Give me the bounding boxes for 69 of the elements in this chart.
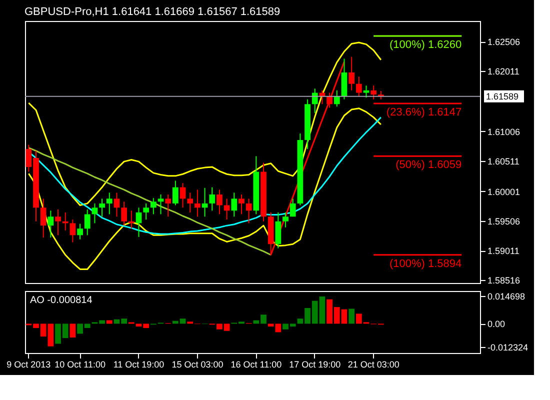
candlestick <box>334 90 340 108</box>
candlestick <box>150 198 156 215</box>
candlestick <box>114 192 120 218</box>
candlestick <box>224 198 230 220</box>
candlestick <box>106 192 112 215</box>
x-tick-label: 9 Oct 2013 <box>6 360 51 370</box>
y-tick-label: 1.61006 <box>488 126 520 137</box>
candlestick <box>282 212 288 228</box>
candlestick <box>143 202 150 220</box>
x-tick-label: 16 Oct 11:00 <box>230 360 282 370</box>
candlestick <box>84 208 90 236</box>
candlestick <box>275 212 282 249</box>
bar <box>70 324 76 338</box>
candlestick <box>121 201 128 226</box>
candlestick <box>70 219 76 243</box>
y-tick-label: 1.59011 <box>488 246 520 256</box>
line-series <box>28 108 382 270</box>
line-series <box>28 42 382 206</box>
y-tick-label: 1.60001 <box>488 186 520 197</box>
y-tick-label: -0.012324 <box>488 342 528 352</box>
candlestick <box>290 198 296 218</box>
candlestick <box>341 58 348 100</box>
y-tick-label: 0.014698 <box>488 291 526 302</box>
candlestick <box>370 85 377 100</box>
y-tick-label: 1.62011 <box>488 66 520 77</box>
series-label: (100%) 1.6260 <box>389 38 462 51</box>
candlestick <box>77 223 83 240</box>
candlestick <box>136 207 142 238</box>
y-tick-label: 1.60511 <box>488 156 520 166</box>
x-tick-label: 10 Oct 11:00 <box>54 360 106 370</box>
candlestick <box>312 88 318 114</box>
candlestick <box>172 180 178 206</box>
candlestick <box>363 85 370 98</box>
series-label: (100%) 1.5894 <box>389 258 462 270</box>
candlestick <box>348 56 355 91</box>
ref-line-label: 1.61589 <box>486 91 519 102</box>
candlestick <box>326 92 332 108</box>
series-label: (23.6%) 1.6147 <box>386 106 462 119</box>
y-tick-label: 0.00 <box>488 319 506 330</box>
y-tick-label: 1.62506 <box>488 37 520 48</box>
candlestick <box>194 189 200 218</box>
y-tick-label: 1.58516 <box>488 276 520 286</box>
candlestick <box>165 194 172 218</box>
x-tick-label: 21 Oct 03:00 <box>348 360 400 370</box>
candlestick <box>202 187 208 218</box>
candlestick <box>246 198 252 224</box>
series-label: (50%) 1.6059 <box>396 159 462 172</box>
candlestick <box>238 194 244 215</box>
bar <box>106 320 112 324</box>
chart-title: GBPUSD-Pro,H1 1.61641 1.61669 1.61567 1.61589 <box>24 6 280 18</box>
candlestick <box>216 189 222 215</box>
x-tick-label: 11 Oct 19:00 <box>113 360 164 370</box>
y-tick-label: 1.59506 <box>488 216 520 227</box>
x-tick-label: 17 Oct 19:00 <box>289 360 341 370</box>
candlestick <box>40 198 46 238</box>
candlestick <box>180 182 186 208</box>
candlestick <box>55 208 61 236</box>
x-tick-label: 15 Oct 03:00 <box>172 360 224 370</box>
line-series <box>28 147 272 256</box>
annotation: AO -0.000814 <box>30 295 93 306</box>
candlestick <box>99 198 105 218</box>
candlestick <box>92 202 98 224</box>
candlestick <box>356 76 362 97</box>
candlestick <box>158 194 164 215</box>
candlestick <box>231 192 238 218</box>
candlestick <box>209 186 216 212</box>
candlestick <box>48 210 54 238</box>
bar <box>348 308 355 324</box>
candlestick <box>187 192 194 213</box>
